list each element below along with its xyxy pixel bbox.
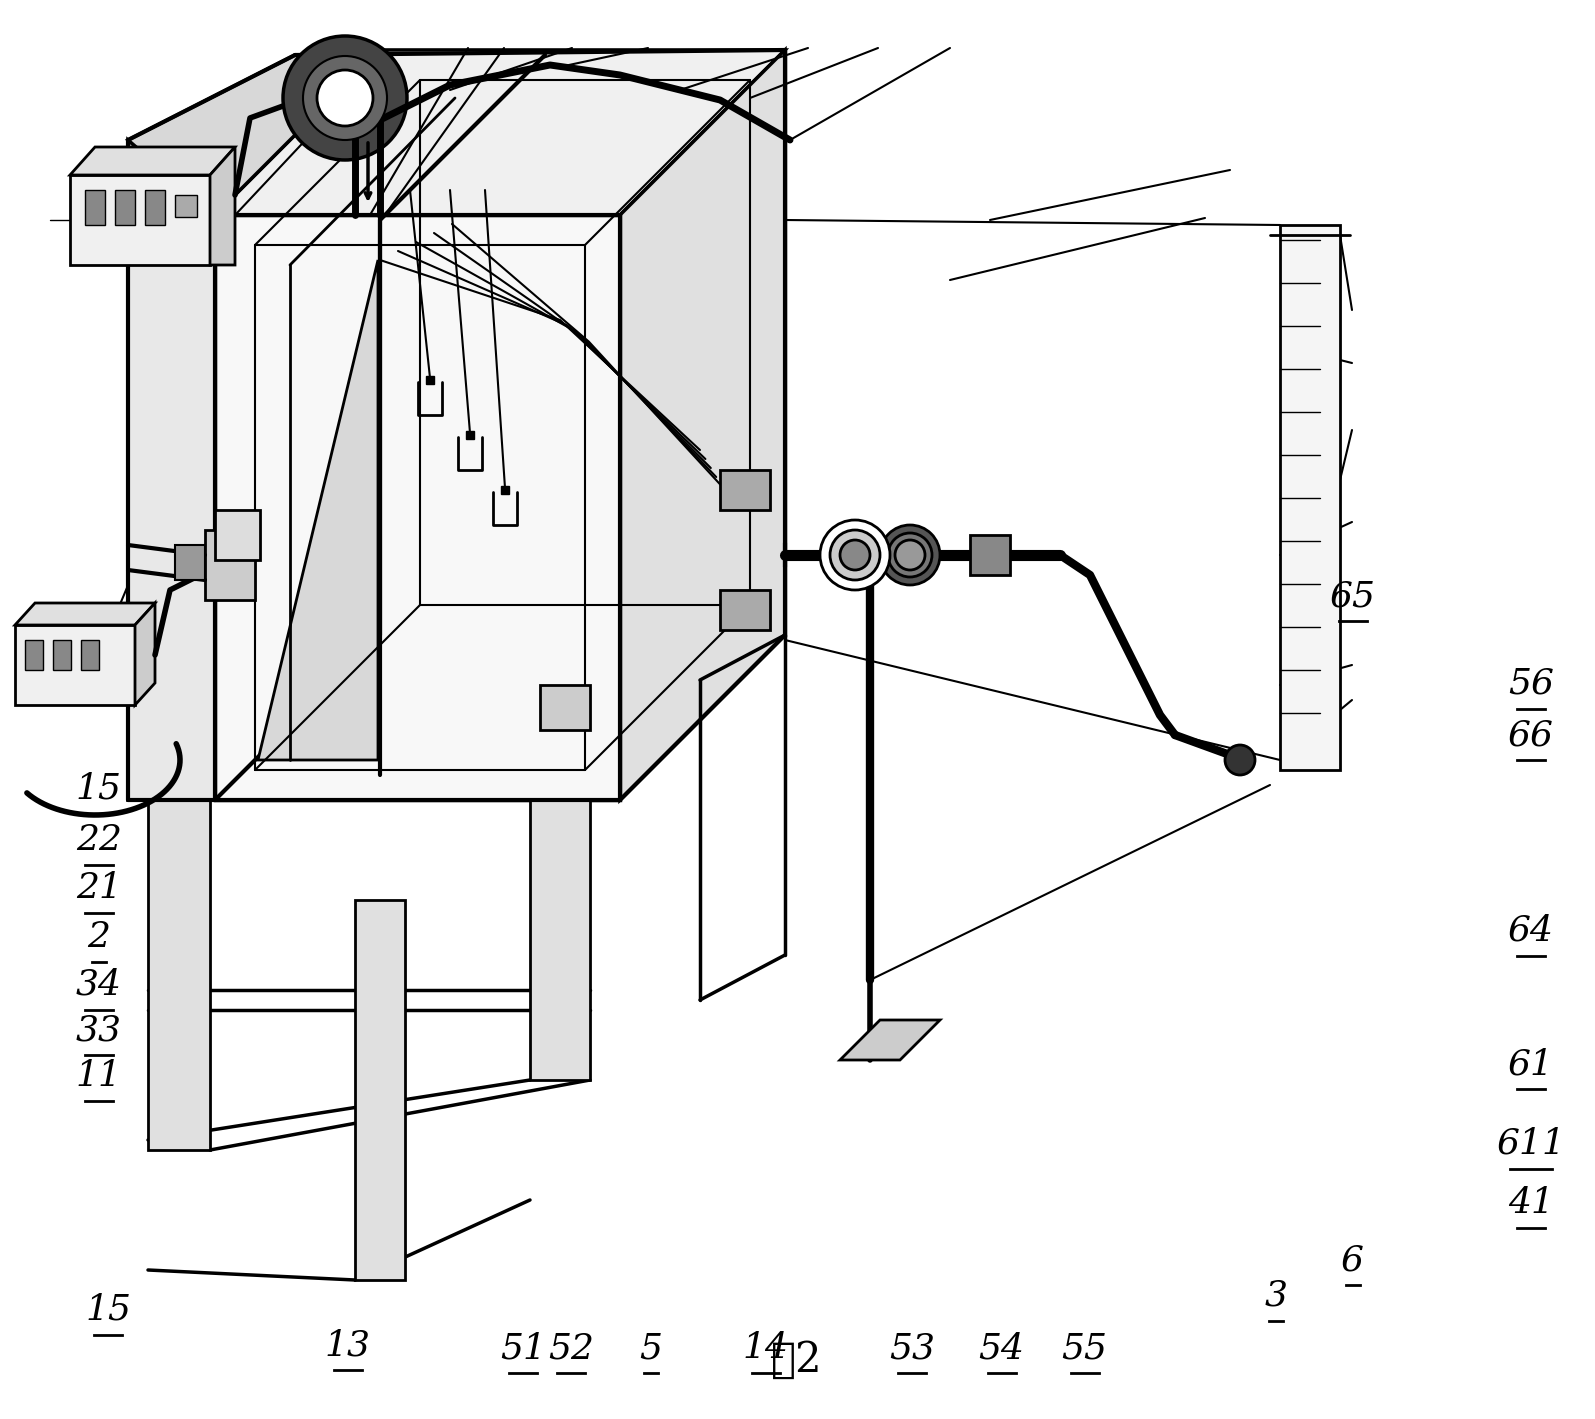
Polygon shape	[175, 545, 206, 580]
Text: 5: 5	[640, 1331, 662, 1365]
Text: 3: 3	[1265, 1279, 1287, 1313]
Circle shape	[282, 35, 407, 160]
Circle shape	[829, 531, 880, 580]
Text: 41: 41	[1509, 1186, 1554, 1220]
Bar	[26, 640, 43, 670]
Bar	[115, 190, 136, 226]
Bar	[145, 190, 164, 226]
Text: 14: 14	[743, 1331, 788, 1365]
Polygon shape	[620, 50, 785, 800]
Text: 21: 21	[77, 871, 121, 905]
Text: 2: 2	[88, 920, 110, 954]
Text: 22: 22	[77, 823, 121, 857]
Bar	[175, 194, 198, 217]
Circle shape	[895, 541, 925, 570]
Polygon shape	[215, 216, 620, 800]
Polygon shape	[970, 535, 1010, 575]
Polygon shape	[211, 148, 234, 265]
Polygon shape	[719, 470, 770, 509]
Circle shape	[1225, 745, 1255, 775]
Bar	[53, 640, 72, 670]
Polygon shape	[136, 603, 155, 705]
Text: 11: 11	[77, 1059, 121, 1093]
Text: 15: 15	[86, 1293, 131, 1327]
Text: 52: 52	[549, 1331, 593, 1365]
Polygon shape	[14, 603, 155, 624]
Polygon shape	[258, 260, 378, 761]
Polygon shape	[841, 1020, 939, 1060]
Text: 6: 6	[1341, 1243, 1364, 1277]
Polygon shape	[70, 175, 211, 265]
Text: 61: 61	[1509, 1047, 1554, 1081]
Circle shape	[303, 55, 388, 140]
Circle shape	[841, 541, 869, 570]
Text: 611: 611	[1496, 1127, 1566, 1161]
Polygon shape	[206, 531, 255, 600]
Polygon shape	[719, 590, 770, 630]
Polygon shape	[128, 50, 380, 216]
Text: 34: 34	[77, 968, 121, 1002]
Polygon shape	[148, 800, 211, 1149]
Polygon shape	[1281, 226, 1340, 771]
Text: 65: 65	[1330, 579, 1375, 613]
Polygon shape	[215, 50, 785, 216]
Circle shape	[820, 519, 890, 590]
Polygon shape	[356, 900, 405, 1280]
Circle shape	[888, 534, 931, 578]
Text: 54: 54	[979, 1331, 1024, 1365]
Bar	[85, 190, 105, 226]
Polygon shape	[70, 148, 234, 175]
Text: 15: 15	[77, 772, 121, 806]
Polygon shape	[215, 509, 260, 561]
Text: 66: 66	[1509, 718, 1554, 752]
Polygon shape	[380, 50, 785, 634]
Text: 53: 53	[890, 1331, 935, 1365]
Bar	[81, 640, 99, 670]
Text: 64: 64	[1509, 914, 1554, 948]
Text: 51: 51	[501, 1331, 545, 1365]
Text: 56: 56	[1509, 667, 1554, 701]
Text: 33: 33	[77, 1013, 121, 1047]
Circle shape	[317, 70, 373, 126]
Circle shape	[880, 525, 939, 585]
Text: 13: 13	[325, 1328, 370, 1362]
Text: 图2: 图2	[772, 1340, 823, 1381]
Polygon shape	[530, 800, 590, 1080]
Polygon shape	[14, 624, 136, 705]
Text: 55: 55	[1062, 1331, 1107, 1365]
Polygon shape	[541, 685, 590, 729]
Polygon shape	[128, 140, 215, 800]
